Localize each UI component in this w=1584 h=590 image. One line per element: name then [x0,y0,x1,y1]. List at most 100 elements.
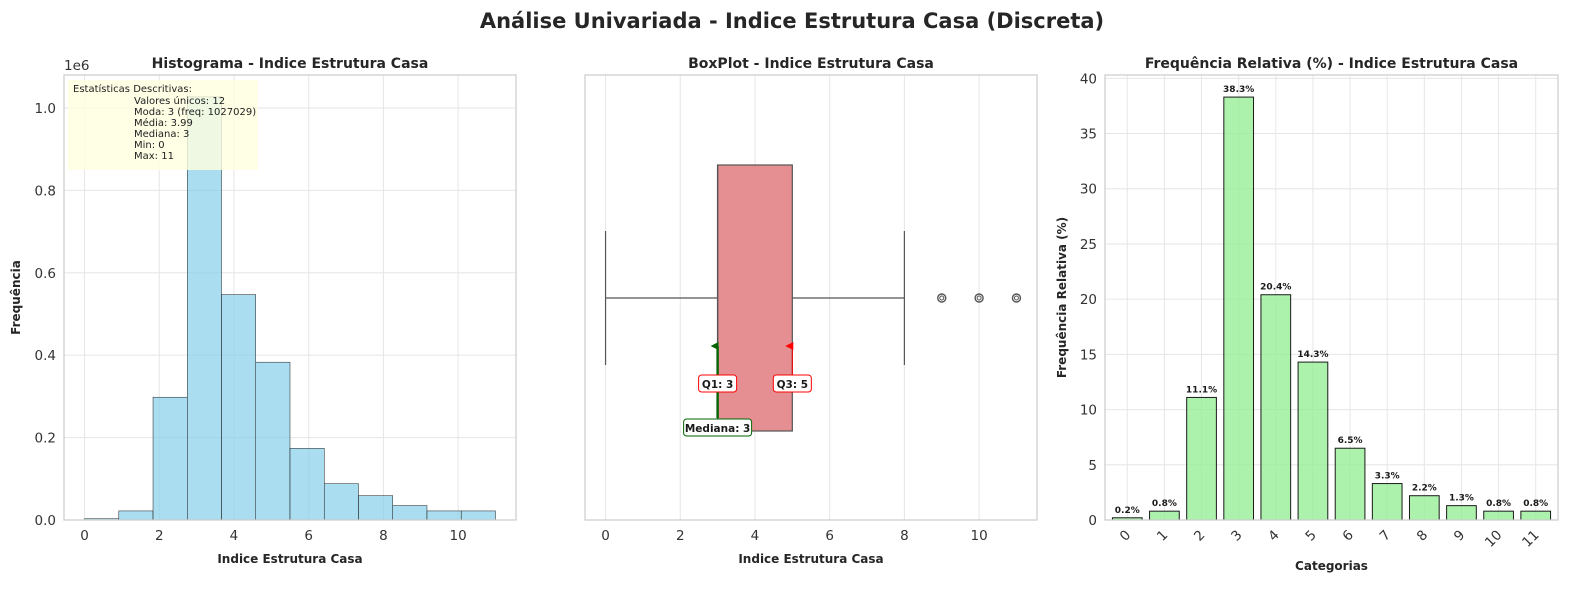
hist-title: Histograma - Indice Estrutura Casa [152,56,429,72]
box-outlier [937,293,947,303]
q1-annotation-box [698,374,738,393]
box-x-tick-label: 0 [601,528,610,544]
hist-y-tick-label: 0.2 [35,431,56,447]
box-title: BoxPlot - Indice Estrutura Casa [688,56,934,72]
hist-bar [289,448,325,521]
hist-bar [426,510,462,521]
bar-y-tick-label: 20 [1080,292,1097,308]
relative-frequency-bar [1371,483,1403,521]
bar-x-tick-label: 0 [1117,527,1134,544]
bar-y-tick-label: 10 [1080,403,1097,419]
hist-bar [358,495,393,521]
bar-y-tick-label: 40 [1080,71,1097,87]
bar-x-tick-label: 7 [1377,527,1394,544]
bar-data-label: 2.2% [1412,484,1437,494]
bar-frame [1104,74,1559,521]
bar-x-tick-label: 6 [1340,527,1357,544]
bar-data-label: 11.1% [1186,385,1217,395]
stats-box-line: Valores únicos: 12 [134,95,225,107]
bar-y-tick-label: 30 [1080,182,1097,198]
box-x-tick-label: 2 [676,528,685,544]
bar-y-tick-label: 25 [1080,237,1097,253]
hist-x-tick-label: 4 [230,528,239,544]
q3-annotation: Q3: 5 [777,379,808,391]
hist-bar [392,505,428,521]
bar-data-label: 14.3% [1297,350,1328,360]
stats-box-line: Max: 11 [134,151,174,162]
bar-data-label: 6.5% [1338,436,1363,446]
figure-title: Análise Univariada - Indice Estrutura Ca… [480,9,1104,33]
bar-data-label: 0.2% [1115,506,1140,516]
hist-x-tick-label: 0 [80,528,89,544]
relative-frequency-bar [1186,396,1217,521]
hist-y-tick-label: 1.0 [35,101,56,117]
box-outlier [1011,293,1022,303]
relative-frequency-bar [1520,510,1552,521]
stats-box-line: Média: 3.99 [134,117,193,129]
bar-title: Frequência Relativa (%) - Indice Estrutu… [1145,56,1518,72]
hist-y-tick-label: 0.8 [35,183,56,199]
bar-x-tick-label: 5 [1302,527,1319,544]
boxplot-panel: Q1: 3 Q3: 5 Mediana: 3 0 2 4 6 8 10 BoxPlot - Ind… [584,56,1038,566]
bar-data-label: 0.8% [1152,499,1177,509]
hist-frame [63,74,517,521]
hist-bar [118,510,154,521]
relative-frequency-panel: 0.2% 0.8% 11.1% 38.3% 20.4% 14.3% 6.5% 3.3% 2.2%… [1055,56,1559,573]
bar-x-tick-label: 3 [1228,527,1245,544]
histogram-panel: 0 2 4 6 8 10 0.0 0.2 0.4 0.6 0.8 1.0 1e6 Histograma -… [9,56,517,566]
bar-x-axis-label: Categorias [1295,559,1368,573]
stats-box-line: Min: 0 [134,140,165,151]
relative-frequency-bar [1483,510,1514,521]
box-x-tick-label: 10 [971,528,988,544]
bar-data-label: 0.8% [1486,499,1511,509]
hist-x-tick-label: 6 [304,528,313,544]
relative-frequency-bar [1223,96,1255,521]
stats-box-line: Mediana: 3 [134,129,189,140]
hist-y-scale-label: 1e6 [64,58,89,74]
q1-annotation: Q1: 3 [702,379,733,391]
box-x-tick-label: 6 [825,528,834,544]
bar-x-tick-label: 9 [1451,527,1468,544]
hist-x-axis-label: Indice Estrutura Casa [217,552,362,566]
hist-x-tick-label: 8 [379,528,388,544]
bar-data-label: 0.8% [1523,499,1548,509]
hist-bar [460,510,496,521]
bar-x-tick-label: 10 [1482,527,1505,550]
hist-bar [152,396,188,521]
hist-y-axis-label: Frequência [9,260,23,335]
bar-y-tick-label: 0 [1088,513,1097,529]
box-x-tick-label: 4 [751,528,760,544]
bar-y-tick-label: 5 [1088,458,1097,474]
box-outlier-inner [976,295,982,301]
relative-frequency-bar [1334,447,1366,521]
bar-x-tick-label: 2 [1191,527,1208,544]
stats-box [68,80,258,170]
box-frame [584,74,1038,521]
stats-box-line: Moda: 3 (freq: 1027029) [134,107,256,118]
box-x-axis-label: Indice Estrutura Casa [738,552,883,566]
box-outlier-inner [939,295,945,301]
q3-annotation-box [772,374,812,393]
bar-data-label: 20.4% [1260,283,1291,293]
hist-y-tick-label: 0.4 [35,348,56,364]
hist-y-tick-label: 0.6 [35,266,56,282]
relative-frequency-bar [1260,294,1292,521]
bar-y-axis-label: Frequência Relativa (%) [1055,217,1069,378]
relative-frequency-bar [1297,361,1329,521]
relative-frequency-bar [1446,505,1477,521]
hist-x-tick-label: 2 [155,528,164,544]
hist-y-tick-label: 0.0 [35,513,56,529]
box-outlier [974,293,984,303]
bar-y-tick-label: 15 [1080,347,1097,363]
hist-bar [255,361,291,521]
bar-data-label: 1.3% [1449,494,1474,504]
bar-x-tick-label: 1 [1154,527,1171,544]
relative-frequency-bar [1149,510,1180,521]
box-x-tick-label: 8 [900,528,909,544]
bar-data-label: 3.3% [1375,472,1400,482]
bar-y-tick-label: 35 [1080,127,1097,143]
median-annotation-box [683,418,753,437]
relative-frequency-bar [1408,495,1440,521]
box-outlier-inner [1013,295,1019,301]
